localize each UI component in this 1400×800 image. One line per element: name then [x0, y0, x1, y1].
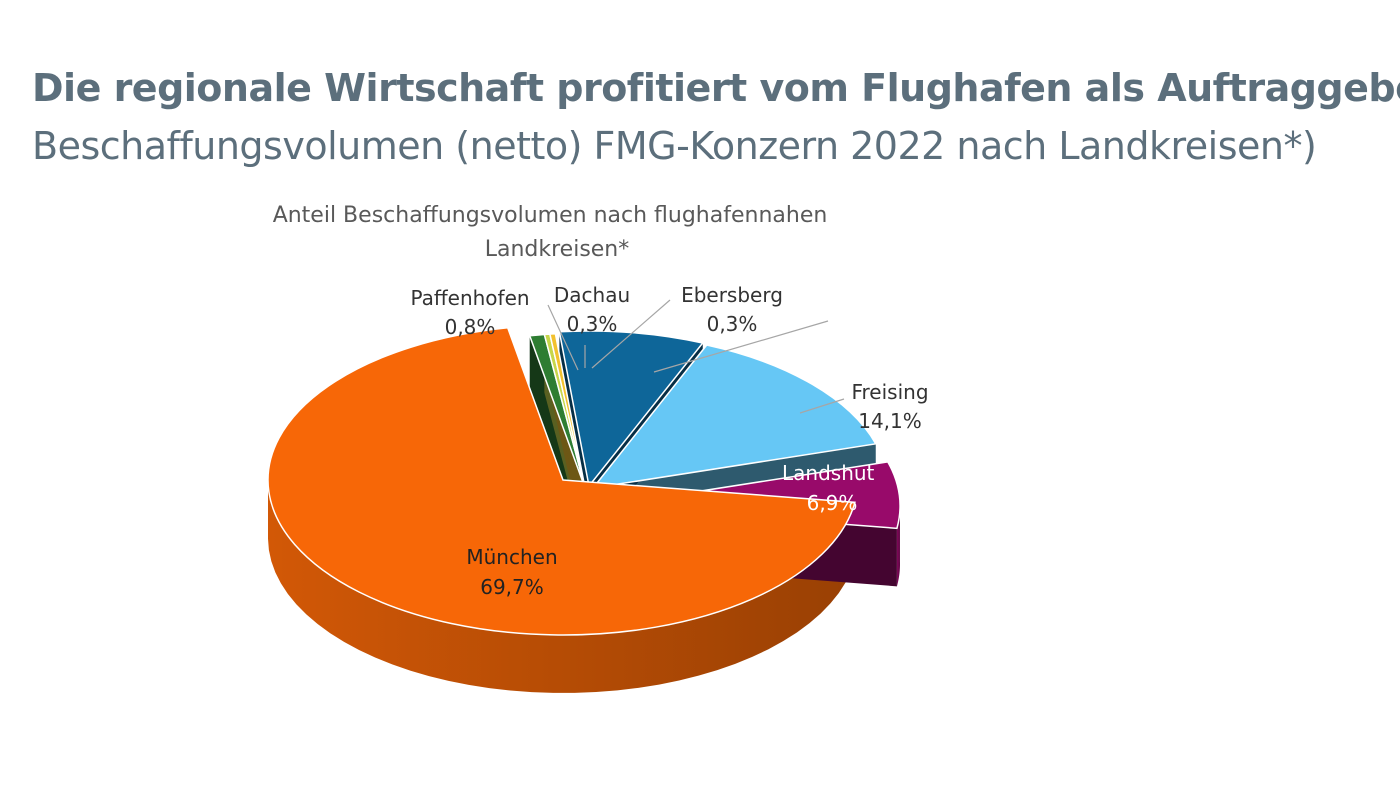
slice-value-ebersberg: 0,3%: [707, 312, 758, 336]
page-title: Die regionale Wirtschaft profitiert vom …: [32, 66, 1400, 110]
slice-value-landshut: 6,9%: [807, 491, 858, 515]
slice-value-paffenhofen: 0,8%: [445, 315, 496, 339]
leader-line-freising: [799, 398, 845, 414]
leader-line-unlabeled: [653, 320, 829, 373]
slice-value-dachau: 0,3%: [567, 312, 618, 336]
slice-muenchen: [267, 326, 856, 636]
page-subtitle: Beschaffungsvolumen (netto) FMG-Konzern …: [32, 124, 1317, 168]
slice-value-muenchen: 69,7%: [480, 575, 544, 599]
slice-ebersberg: [548, 332, 586, 489]
chart-title-line-1: Anteil Beschaffungsvolumen nach flughafe…: [273, 203, 828, 228]
slice-label-muenchen: München: [466, 545, 557, 569]
chart-title-line-2: Landkreisen*: [485, 237, 630, 262]
slice-label-paffenhofen: Paffenhofen: [410, 286, 529, 310]
slice-value-freising: 14,1%: [858, 409, 922, 433]
slice-label-freising: Freising: [851, 380, 928, 404]
slice-label-ebersberg: Ebersberg: [681, 283, 783, 307]
leader-line-paffenhofen: [547, 304, 579, 371]
slice-label-landshut: Landshut: [782, 461, 875, 485]
slice-label-dachau: Dachau: [554, 283, 630, 307]
slice-freising: [591, 344, 877, 490]
leader-line-ebersberg: [591, 299, 671, 369]
